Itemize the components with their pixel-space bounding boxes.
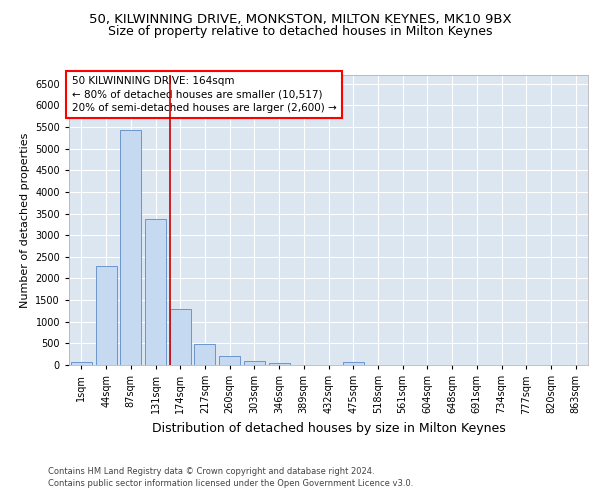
Bar — [71, 362, 92, 365]
Bar — [194, 344, 215, 365]
Y-axis label: Number of detached properties: Number of detached properties — [20, 132, 29, 308]
Bar — [269, 362, 290, 365]
Text: 50 KILWINNING DRIVE: 164sqm
← 80% of detached houses are smaller (10,517)
20% of: 50 KILWINNING DRIVE: 164sqm ← 80% of det… — [71, 76, 337, 113]
Bar — [170, 308, 191, 365]
Bar — [219, 356, 240, 365]
Bar — [120, 130, 141, 365]
Text: Contains public sector information licensed under the Open Government Licence v3: Contains public sector information licen… — [48, 479, 413, 488]
Bar — [145, 218, 166, 365]
X-axis label: Distribution of detached houses by size in Milton Keynes: Distribution of detached houses by size … — [152, 422, 505, 435]
Text: Size of property relative to detached houses in Milton Keynes: Size of property relative to detached ho… — [108, 25, 492, 38]
Bar — [343, 362, 364, 365]
Text: Contains HM Land Registry data © Crown copyright and database right 2024.: Contains HM Land Registry data © Crown c… — [48, 468, 374, 476]
Text: 50, KILWINNING DRIVE, MONKSTON, MILTON KEYNES, MK10 9BX: 50, KILWINNING DRIVE, MONKSTON, MILTON K… — [89, 12, 511, 26]
Bar — [95, 266, 116, 365]
Bar — [244, 360, 265, 365]
